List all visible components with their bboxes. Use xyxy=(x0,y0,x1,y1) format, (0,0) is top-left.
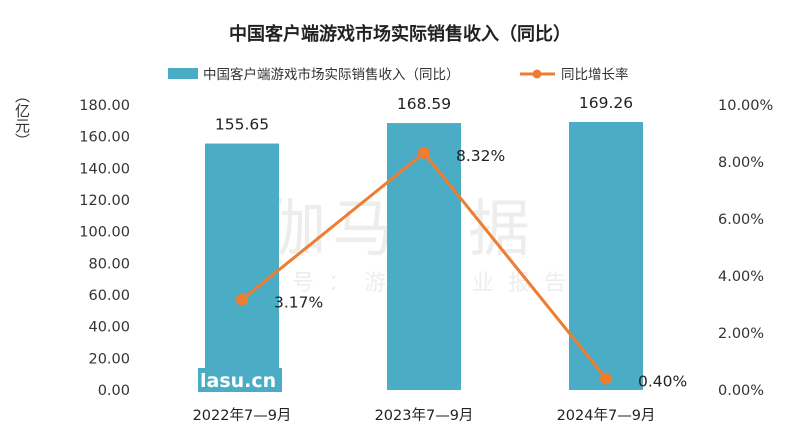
bar-value-label: 155.65 xyxy=(215,116,269,134)
site-watermark-text: lasu.cn xyxy=(200,370,276,392)
growth-value-label: 0.40% xyxy=(638,373,687,391)
legend-bar-label: 中国客户端游戏市场实际销售收入（同比） xyxy=(203,66,460,83)
x-tick-label: 2024年7—9月 xyxy=(557,407,656,424)
y-tick-label: 80.00 xyxy=(88,256,130,272)
y-tick-label: 100.00 xyxy=(79,225,130,241)
x-tick-label: 2023年7—9月 xyxy=(375,407,474,424)
x-tick-label: 2022年7—9月 xyxy=(193,407,292,424)
legend: 中国客户端游戏市场实际销售收入（同比） 同比增长率 xyxy=(168,66,629,83)
bar xyxy=(387,123,461,391)
growth-point xyxy=(236,293,248,306)
y-tick-label: 60.00 xyxy=(88,288,130,304)
y-tick-label: 120.00 xyxy=(79,193,130,209)
bar xyxy=(205,143,279,390)
y2-tick-label: 8.00% xyxy=(718,155,764,171)
y-tick-label: 40.00 xyxy=(88,320,130,336)
bar xyxy=(569,122,643,390)
growth-value-label: 3.17% xyxy=(274,294,323,312)
y2-tick-label: 0.00% xyxy=(718,383,764,399)
legend-line-marker xyxy=(532,69,542,79)
site-watermark: lasu.cn xyxy=(198,368,282,392)
y2-tick-label: 2.00% xyxy=(718,326,764,342)
bar-value-label: 169.26 xyxy=(579,94,633,112)
y-tick-label: 180.00 xyxy=(79,98,130,114)
y-tick-label: 0.00 xyxy=(98,383,130,399)
legend-line-label: 同比增长率 xyxy=(561,66,629,83)
y2-tick-label: 6.00% xyxy=(718,212,764,228)
growth-point xyxy=(418,146,430,159)
growth-point xyxy=(600,372,612,385)
y-tick-label: 140.00 xyxy=(79,161,130,177)
growth-value-label: 8.32% xyxy=(456,147,505,165)
y2-tick-label: 4.00% xyxy=(718,269,764,285)
y-tick-label: 160.00 xyxy=(79,130,130,146)
chart-title: 中国客户端游戏市场实际销售收入（同比） xyxy=(229,23,571,45)
y2-tick-label: 10.00% xyxy=(718,98,773,114)
bar-value-label: 168.59 xyxy=(397,95,451,113)
legend-bar-swatch xyxy=(168,68,198,79)
y-axis-title: （亿元） xyxy=(13,88,31,148)
y-tick-label: 20.00 xyxy=(88,351,130,367)
